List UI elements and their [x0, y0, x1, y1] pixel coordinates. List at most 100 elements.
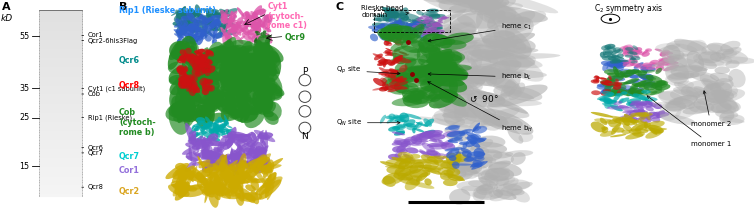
Ellipse shape — [624, 111, 632, 117]
Ellipse shape — [178, 75, 188, 81]
Ellipse shape — [182, 57, 185, 64]
Ellipse shape — [623, 51, 631, 54]
Ellipse shape — [169, 75, 184, 85]
Ellipse shape — [222, 60, 238, 89]
Ellipse shape — [228, 11, 232, 25]
Ellipse shape — [186, 10, 195, 18]
Ellipse shape — [202, 122, 213, 128]
Ellipse shape — [630, 89, 639, 97]
Ellipse shape — [236, 21, 241, 26]
Ellipse shape — [208, 184, 219, 208]
Ellipse shape — [409, 159, 432, 168]
Ellipse shape — [189, 39, 195, 44]
Ellipse shape — [438, 40, 467, 50]
Ellipse shape — [237, 25, 248, 34]
Ellipse shape — [667, 56, 675, 60]
Ellipse shape — [192, 81, 198, 90]
Ellipse shape — [430, 25, 437, 29]
Ellipse shape — [595, 75, 599, 78]
Ellipse shape — [228, 160, 245, 186]
Ellipse shape — [470, 139, 493, 151]
Ellipse shape — [406, 22, 415, 29]
Ellipse shape — [372, 87, 385, 90]
Ellipse shape — [231, 149, 243, 167]
Ellipse shape — [434, 0, 488, 3]
Text: A: A — [2, 2, 11, 12]
Ellipse shape — [431, 72, 453, 82]
Ellipse shape — [627, 94, 640, 99]
Ellipse shape — [505, 17, 534, 41]
Ellipse shape — [247, 160, 265, 184]
Ellipse shape — [185, 152, 200, 162]
Ellipse shape — [241, 161, 247, 174]
Ellipse shape — [191, 28, 200, 33]
Ellipse shape — [461, 186, 493, 198]
Ellipse shape — [197, 49, 205, 54]
Ellipse shape — [398, 157, 415, 169]
Ellipse shape — [396, 129, 405, 135]
Ellipse shape — [189, 9, 200, 17]
Ellipse shape — [405, 23, 417, 26]
Ellipse shape — [435, 49, 462, 67]
Ellipse shape — [189, 81, 194, 92]
Ellipse shape — [632, 132, 643, 137]
Ellipse shape — [378, 33, 383, 40]
Ellipse shape — [449, 155, 456, 161]
Ellipse shape — [631, 57, 638, 63]
Ellipse shape — [213, 123, 219, 134]
Ellipse shape — [603, 99, 612, 104]
Ellipse shape — [469, 140, 480, 148]
Ellipse shape — [642, 63, 652, 67]
Ellipse shape — [201, 97, 215, 123]
Ellipse shape — [225, 32, 231, 37]
Text: C$_2$ symmetry axis: C$_2$ symmetry axis — [593, 2, 663, 15]
Ellipse shape — [493, 25, 532, 59]
Ellipse shape — [232, 139, 250, 143]
Ellipse shape — [247, 32, 256, 40]
Ellipse shape — [219, 134, 243, 148]
Ellipse shape — [618, 97, 630, 103]
Ellipse shape — [231, 27, 239, 37]
Ellipse shape — [402, 90, 422, 104]
Ellipse shape — [629, 88, 644, 94]
Ellipse shape — [621, 91, 627, 95]
Ellipse shape — [440, 51, 465, 63]
Ellipse shape — [421, 155, 439, 165]
Ellipse shape — [633, 45, 638, 50]
Ellipse shape — [630, 84, 639, 91]
Ellipse shape — [469, 108, 520, 129]
Ellipse shape — [263, 101, 282, 121]
Ellipse shape — [198, 20, 202, 23]
Ellipse shape — [168, 62, 187, 74]
Ellipse shape — [435, 39, 490, 54]
Ellipse shape — [440, 51, 455, 59]
Ellipse shape — [238, 26, 247, 34]
Ellipse shape — [217, 98, 235, 114]
Ellipse shape — [241, 25, 250, 36]
Ellipse shape — [431, 0, 480, 3]
Ellipse shape — [399, 65, 408, 73]
Ellipse shape — [226, 35, 232, 41]
Ellipse shape — [222, 164, 232, 191]
Ellipse shape — [184, 23, 188, 30]
Ellipse shape — [599, 97, 611, 102]
Ellipse shape — [406, 147, 418, 154]
Ellipse shape — [195, 29, 202, 34]
Ellipse shape — [428, 140, 443, 142]
Ellipse shape — [262, 50, 281, 83]
Ellipse shape — [394, 131, 405, 136]
Ellipse shape — [222, 30, 238, 36]
Ellipse shape — [602, 62, 608, 71]
Ellipse shape — [171, 95, 198, 122]
Text: Qcr8: Qcr8 — [119, 81, 140, 90]
Ellipse shape — [222, 126, 229, 131]
Ellipse shape — [480, 0, 516, 7]
Ellipse shape — [222, 91, 241, 104]
Ellipse shape — [611, 123, 621, 135]
Ellipse shape — [403, 13, 421, 22]
Ellipse shape — [623, 78, 639, 85]
Ellipse shape — [179, 22, 190, 36]
Ellipse shape — [668, 54, 688, 68]
Ellipse shape — [615, 61, 627, 69]
Ellipse shape — [393, 28, 402, 33]
